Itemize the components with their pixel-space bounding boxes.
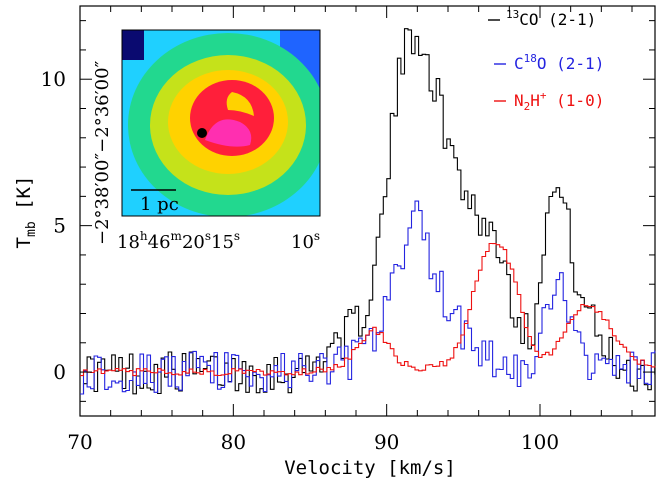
y-tick-label: 5: [53, 214, 66, 238]
legend: 13CO (2-1) C18O (2-1) N2H+ (1-0): [488, 8, 604, 113]
x-axis-title: Velocity [km/s]: [284, 457, 456, 479]
inset-ra-label-right: 10s: [291, 229, 320, 253]
series-layer: [80, 28, 656, 395]
x-tick-label: 70: [67, 430, 92, 454]
inset-core: [205, 119, 252, 147]
series-line-0: [80, 28, 656, 395]
y-tick-label: 10: [41, 67, 66, 91]
x-tick-label: 100: [521, 430, 559, 454]
ticks-layer: 70 80 90 100 0 5 10: [41, 6, 655, 454]
y-axis-title-sub: mb: [24, 221, 39, 237]
y-tick-label: 0: [53, 360, 66, 384]
legend-label-n2h: N2H+ (1-0): [514, 89, 604, 113]
legend-label-c18o: C18O (2-1): [514, 52, 604, 73]
inset-corner-dark: [122, 30, 144, 60]
inset-scale-label: 1 pc: [140, 194, 179, 215]
y-axis-title: Tmb [K]: [13, 176, 39, 249]
x-tick-label: 90: [374, 430, 399, 454]
inset-cavity: [226, 92, 254, 116]
inset-map: 1 pc 18h46m20s15s 10s −2°38′00″−2°36′00″: [92, 29, 321, 253]
series-line-2: [80, 242, 656, 377]
inset-marker-dot: [197, 128, 207, 138]
y-axis-title-unit: [K]: [13, 176, 35, 222]
y-axis-title-main: T: [13, 237, 35, 248]
x-tick-label: 80: [221, 430, 246, 454]
series-line-1: [80, 200, 656, 395]
inset-frame: [121, 29, 321, 217]
legend-item-13co: 13CO (2-1): [488, 8, 596, 29]
svg-text:−2°38′00″−2°36′00″: −2°38′00″−2°36′00″: [92, 60, 113, 245]
legend-label-13co: 13CO (2-1): [506, 8, 596, 29]
plot-frame: [79, 5, 656, 417]
legend-item-n2h: N2H+ (1-0): [494, 89, 604, 113]
inset-ra-label: 18h46m20s15s: [117, 229, 240, 253]
svg-text:Tmb [K]: Tmb [K]: [13, 176, 39, 249]
inset-dec-label: −2°38′00″−2°36′00″: [92, 60, 113, 245]
legend-item-c18o: C18O (2-1): [494, 52, 604, 73]
